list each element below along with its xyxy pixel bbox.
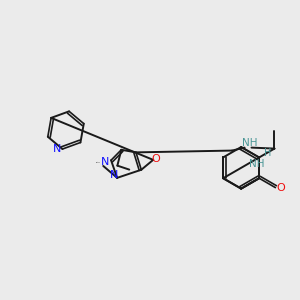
- Text: NH: NH: [249, 159, 265, 170]
- Text: N: N: [110, 170, 118, 180]
- Text: NH: NH: [242, 138, 257, 148]
- Text: N: N: [53, 144, 62, 154]
- Text: methyl: methyl: [96, 161, 101, 163]
- Text: N: N: [101, 157, 109, 167]
- Text: O: O: [152, 154, 161, 164]
- Text: O: O: [276, 183, 285, 193]
- Text: H: H: [264, 148, 271, 158]
